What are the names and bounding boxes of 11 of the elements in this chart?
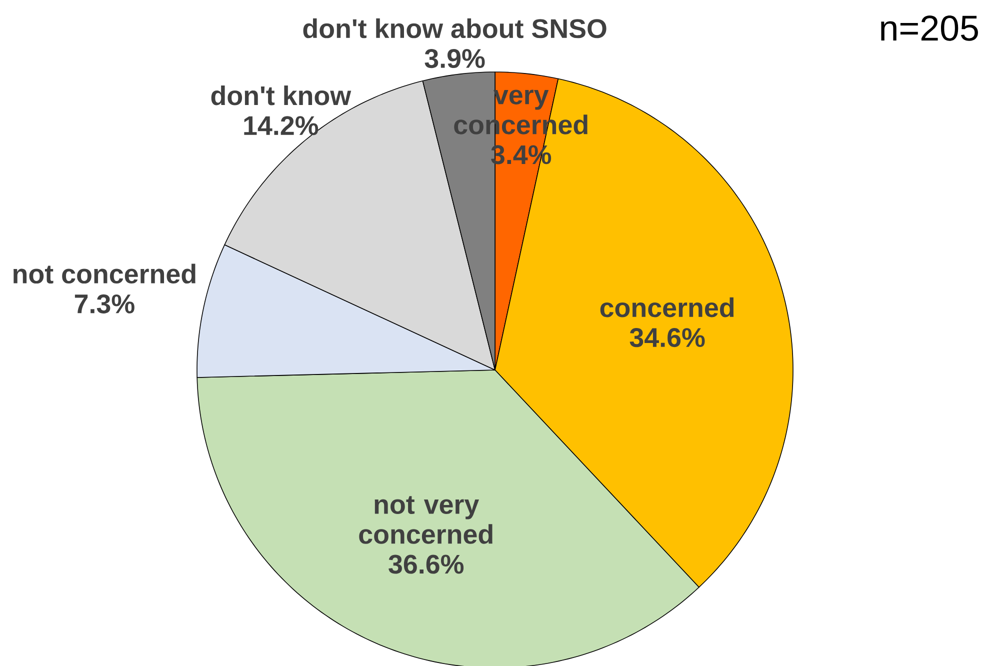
slice-label: concerned — [600, 297, 734, 318]
data-label: 3.9% — [424, 48, 485, 68]
data-label: 14.2% — [244, 116, 318, 136]
slice-label: not very concerned — [359, 496, 492, 544]
slice-label: don't know — [211, 85, 352, 106]
data-label: 36.6% — [388, 554, 464, 574]
text: n=205 — [881, 16, 978, 41]
slice-label: don't know about SNSO — [303, 18, 606, 38]
data-label: 34.6% — [630, 328, 705, 348]
data-label: 7.3% — [74, 294, 134, 314]
slice-label: not concerned — [14, 264, 196, 284]
